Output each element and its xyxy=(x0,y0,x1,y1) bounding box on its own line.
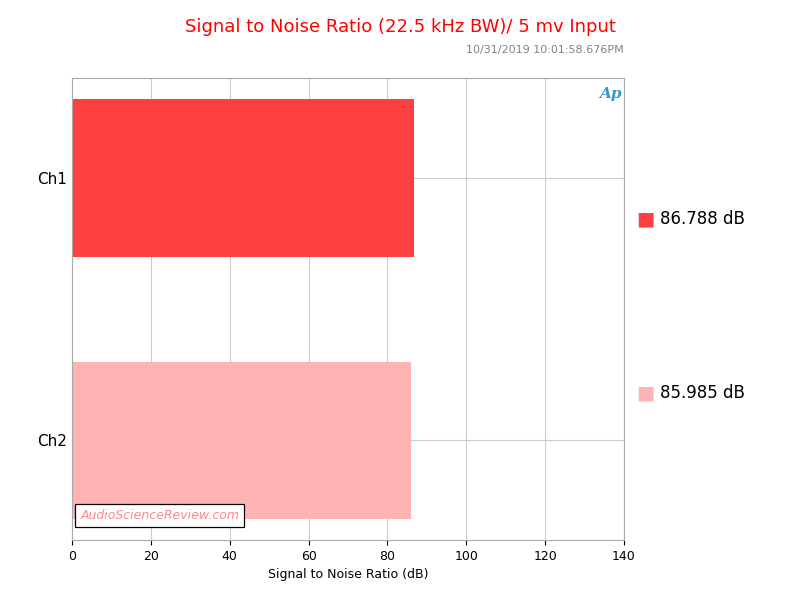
X-axis label: Signal to Noise Ratio (dB): Signal to Noise Ratio (dB) xyxy=(268,568,428,581)
Text: 86.788 dB: 86.788 dB xyxy=(660,210,745,228)
Text: Signal to Noise Ratio (22.5 kHz BW)/ 5 mv Input: Signal to Noise Ratio (22.5 kHz BW)/ 5 m… xyxy=(185,18,615,36)
Bar xyxy=(72,361,411,519)
Bar xyxy=(72,99,414,257)
Text: Ap: Ap xyxy=(598,87,622,101)
Text: 85.985 dB: 85.985 dB xyxy=(660,384,745,402)
Text: 10/31/2019 10:01:58.676PM: 10/31/2019 10:01:58.676PM xyxy=(466,45,624,55)
Text: AudioScienceReview.com: AudioScienceReview.com xyxy=(80,509,239,521)
Text: ■: ■ xyxy=(636,209,654,229)
Text: ■: ■ xyxy=(636,383,654,403)
